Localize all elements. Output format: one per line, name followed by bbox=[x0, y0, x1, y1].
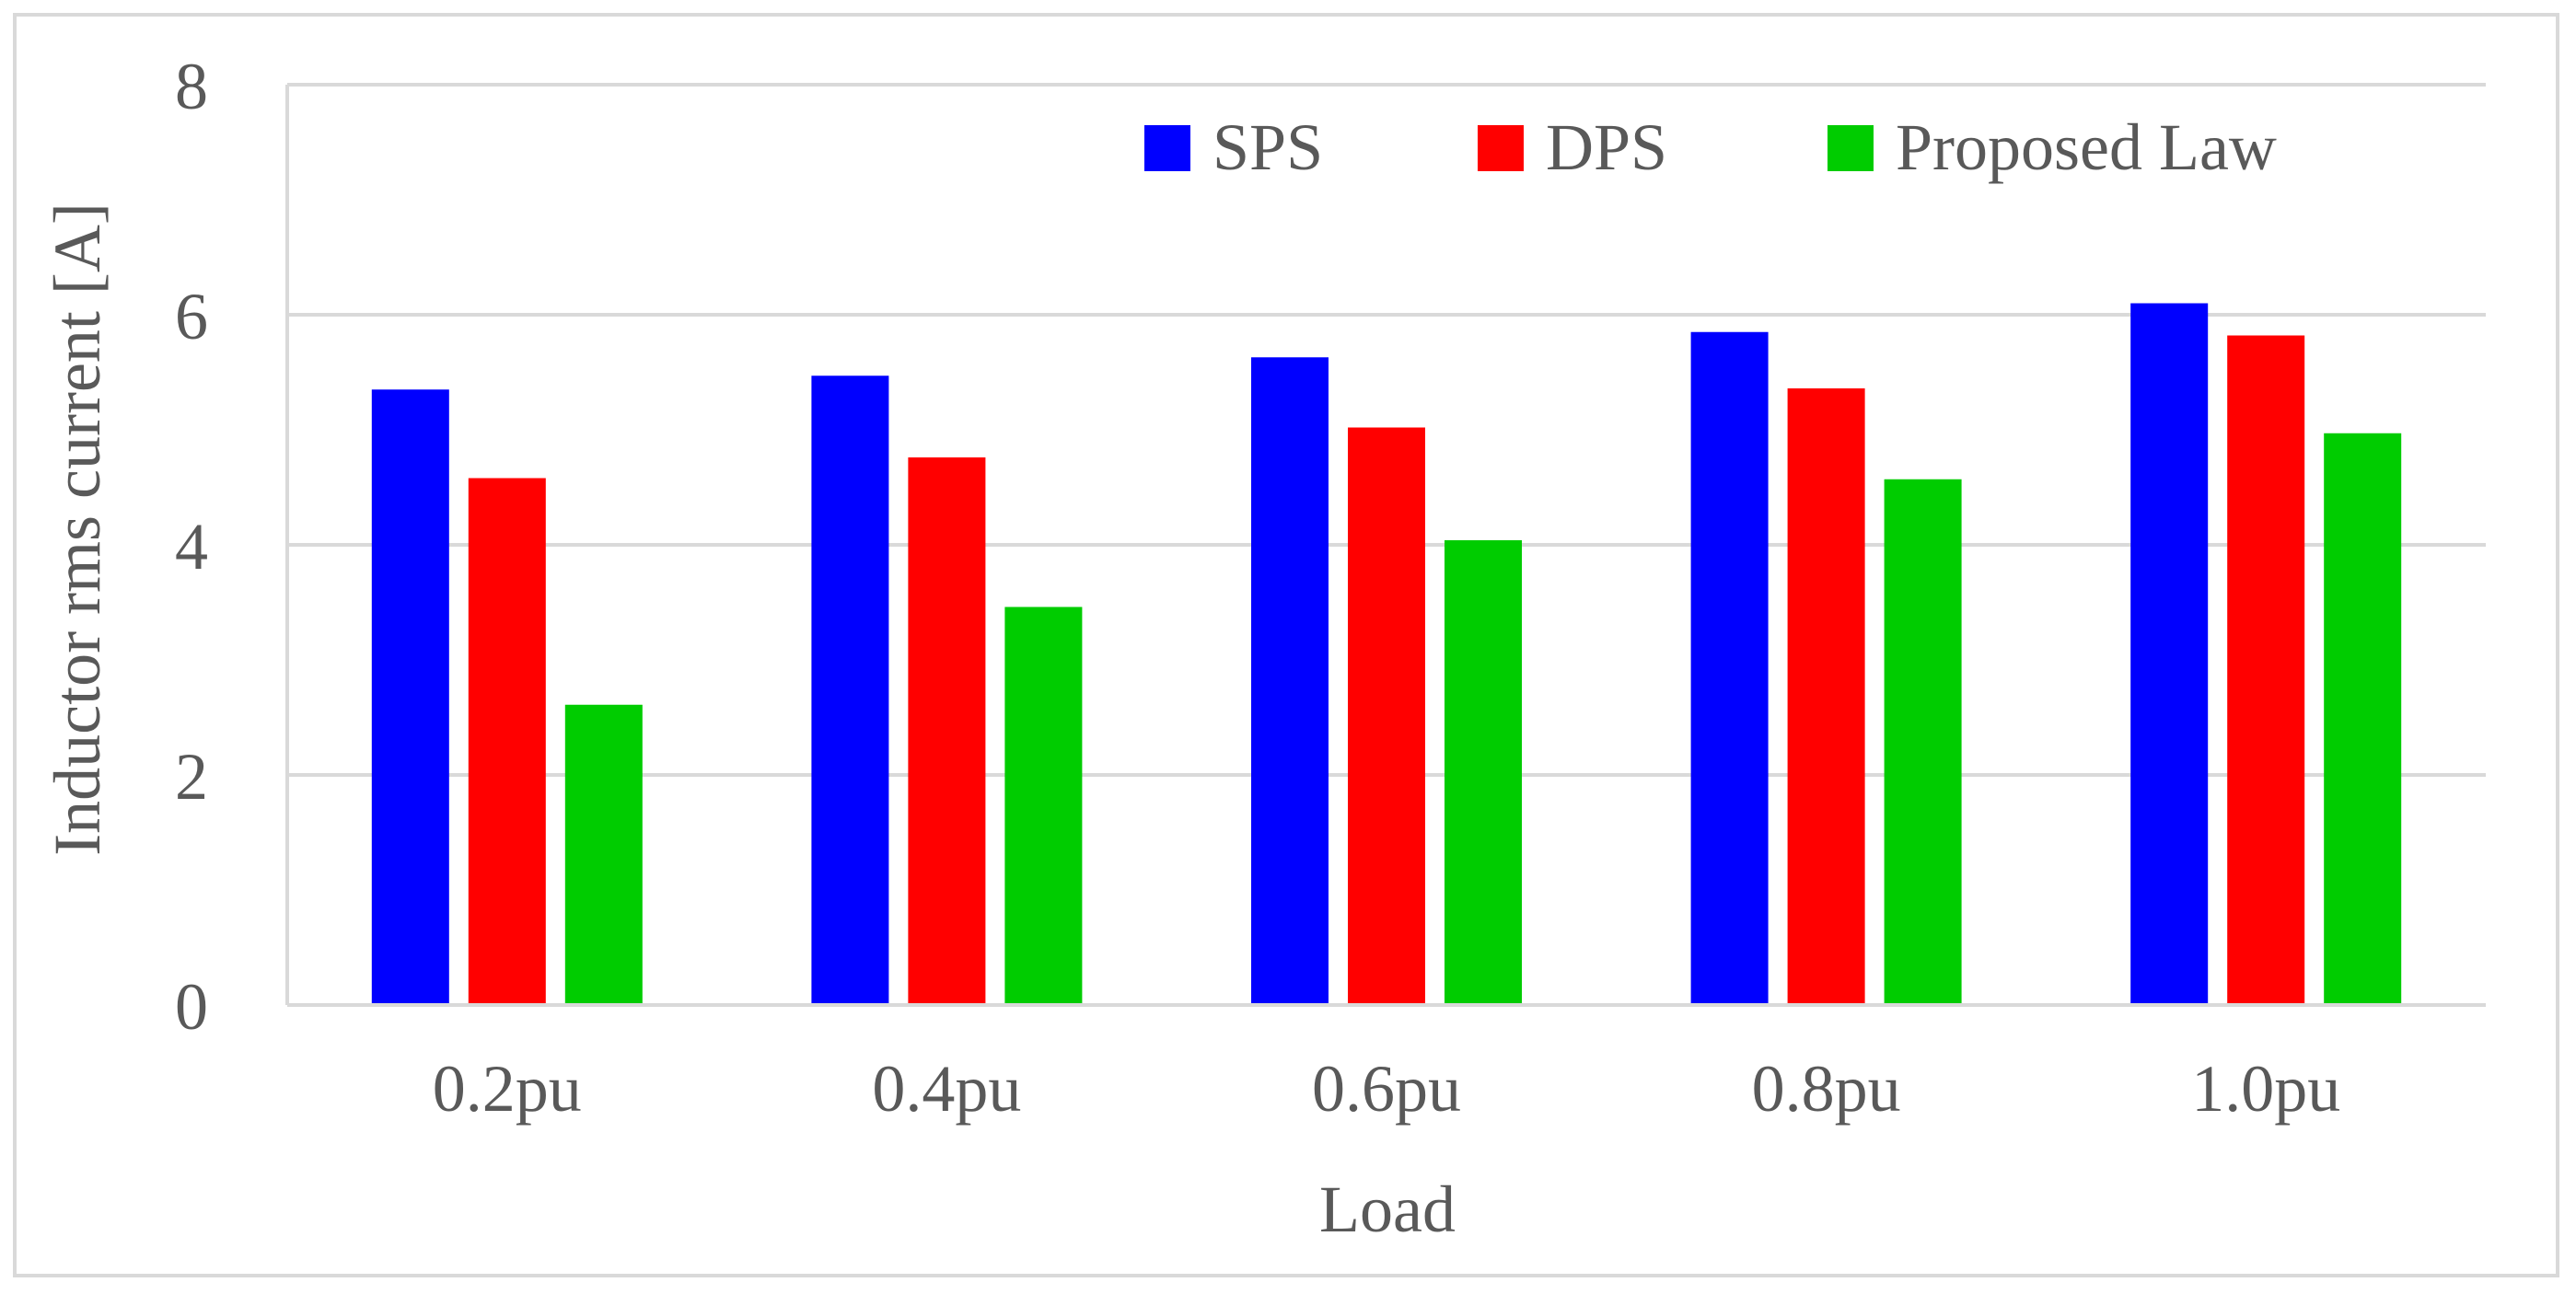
x-category-label: 0.2pu bbox=[433, 1052, 582, 1126]
legend-swatch-proposed-law bbox=[1828, 125, 1874, 171]
x-category-label: 1.0pu bbox=[2191, 1052, 2340, 1126]
bar-sps-0.8pu bbox=[1690, 331, 1769, 1005]
x-category-label: 0.8pu bbox=[1752, 1052, 1901, 1126]
axes bbox=[285, 85, 2486, 1007]
x-category-labels: 0.2pu 0.4pu 0.6pu 0.8pu 1.0pu bbox=[433, 1052, 2340, 1126]
bar-sps-0.4pu bbox=[811, 375, 889, 1005]
x-axis-title: Load bbox=[1319, 1173, 1456, 1246]
legend-label: DPS bbox=[1546, 110, 1667, 184]
y-tick-label: 4 bbox=[175, 510, 208, 583]
y-tick-label: 0 bbox=[175, 970, 208, 1044]
legend-label: Proposed Law bbox=[1896, 110, 2277, 184]
y-tick-label: 6 bbox=[175, 280, 208, 353]
x-category-label: 0.6pu bbox=[1312, 1052, 1461, 1126]
y-tick-label: 2 bbox=[175, 740, 208, 814]
bar-dps-0.6pu bbox=[1348, 427, 1425, 1005]
bar-sps-0.6pu bbox=[1251, 357, 1329, 1005]
bar-dps-0.8pu bbox=[1787, 388, 1865, 1005]
bar-dps-0.4pu bbox=[908, 457, 986, 1005]
bar-sps-1.0pu bbox=[2130, 303, 2209, 1005]
bar-dps-1.0pu bbox=[2227, 335, 2305, 1005]
bars bbox=[371, 303, 2402, 1005]
y-axis-title: Inductor rms current [A] bbox=[41, 202, 114, 856]
y-tick-labels: 0 2 4 6 8 bbox=[175, 50, 208, 1044]
bar-sps-0.2pu bbox=[371, 389, 449, 1005]
legend: SPS DPS Proposed Law bbox=[1144, 110, 2277, 184]
bar-dps-0.2pu bbox=[468, 478, 546, 1005]
legend-label: SPS bbox=[1213, 110, 1323, 184]
bar-proposed-law-0.6pu bbox=[1445, 540, 1522, 1005]
x-category-label: 0.4pu bbox=[872, 1052, 1021, 1126]
bar-proposed-law-0.4pu bbox=[1004, 607, 1083, 1005]
bar-proposed-law-0.8pu bbox=[1884, 479, 1962, 1005]
y-tick-label: 8 bbox=[175, 50, 208, 123]
legend-swatch-sps bbox=[1144, 125, 1190, 171]
legend-swatch-dps bbox=[1478, 125, 1524, 171]
bar-proposed-law-0.2pu bbox=[564, 704, 643, 1005]
bar-proposed-law-1.0pu bbox=[2324, 433, 2402, 1005]
